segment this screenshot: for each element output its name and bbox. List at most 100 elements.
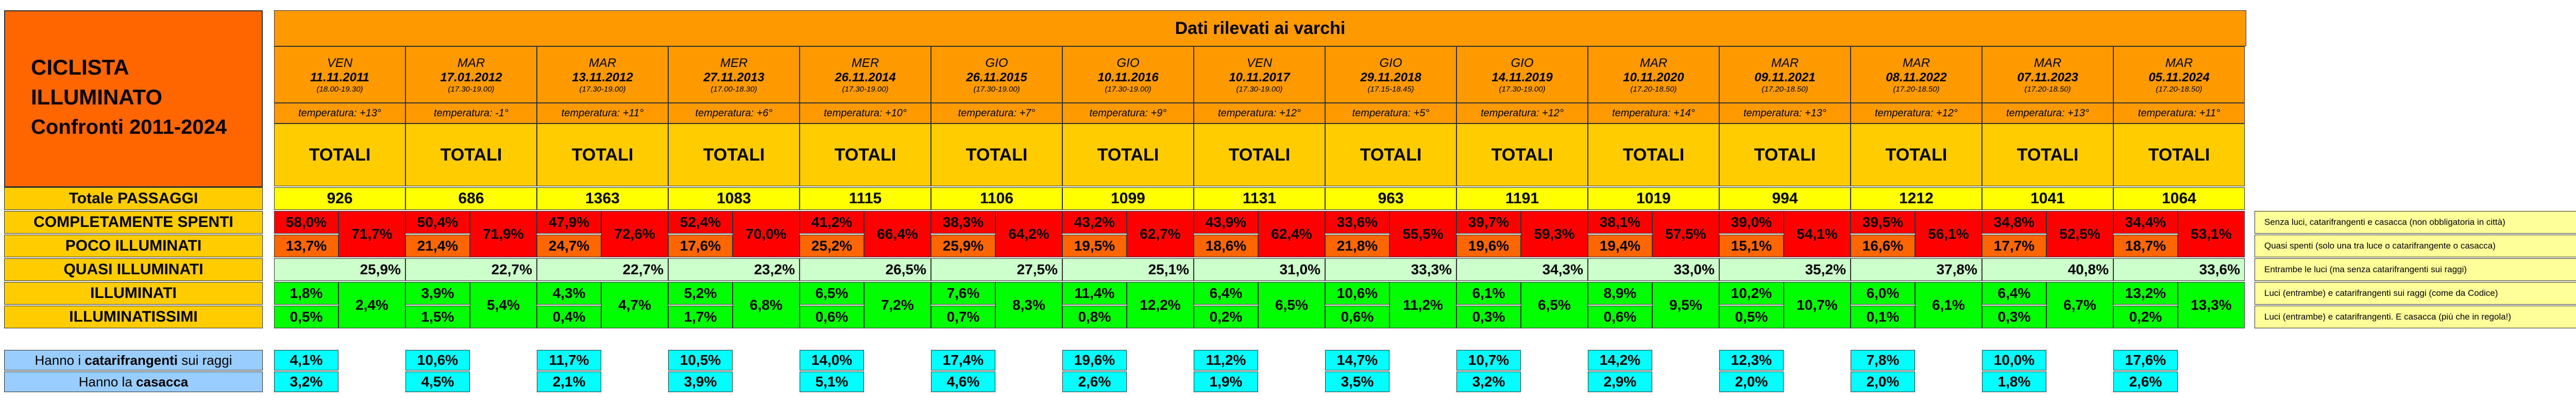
poco-cell: 13,7% (274, 235, 338, 257)
quasi-cell: 22,7% (405, 258, 537, 281)
sum-spenti-poco-cell: 72,6% (601, 211, 668, 257)
note-quasi: Entrambe le luci (ma senza catarifrangen… (2255, 258, 2576, 281)
sum-spenti-poco-cell: 57,5% (1652, 211, 1719, 257)
date-date: 10.11.2016 (1097, 70, 1159, 84)
catarifrangenti-cell: 10,0% (1982, 350, 2046, 370)
poco-cell: 21,8% (1325, 235, 1389, 257)
illuminati-cell: 10,2% (1719, 282, 1784, 305)
sum-illuminati-cell: 4,7% (601, 282, 668, 328)
temperature-cell: temperatura: +12° (1194, 103, 1325, 123)
temperature-cell: temperatura: +12° (1851, 103, 1982, 123)
poco-cell: 21,4% (405, 235, 470, 257)
date-day: VEN (1246, 56, 1273, 70)
casacca-cell: 2,6% (2113, 372, 2178, 392)
casacca-cell: 2,6% (1062, 372, 1127, 392)
date-day: MAR (1771, 56, 1799, 70)
poco-cell: 16,6% (1851, 235, 1915, 257)
poco-cell: 18,6% (1194, 235, 1258, 257)
sum-spenti-poco-cell: 64,2% (995, 211, 1062, 257)
date-hours: (17.30-19.00) (973, 84, 1020, 94)
poco-cell: 17,7% (1982, 235, 2046, 257)
quasi-cell: 25,1% (1062, 258, 1194, 281)
date-day: GIO (1511, 56, 1534, 70)
illuminatissimi-cell: 0,1% (1851, 306, 1915, 328)
illuminati-cell: 6,1% (1456, 282, 1521, 305)
date-date: 05.11.2024 (2148, 70, 2210, 84)
illuminati-cell: 4,3% (537, 282, 601, 305)
date-hours: (17.20-18.50) (2024, 84, 2071, 94)
catarifrangenti-cell: 12,3% (1719, 350, 1784, 370)
quasi-cell: 35,2% (1719, 258, 1851, 281)
casacca-cell: 2,1% (537, 372, 601, 392)
poco-cell: 18,7% (2113, 235, 2178, 257)
date-day: MAR (1639, 56, 1668, 70)
date-cell: MAR 17.01.2012 (17.30-19.00) (405, 46, 537, 103)
catarifrangenti-cell: 14,2% (1588, 350, 1652, 370)
passaggi-cell: 1019 (1588, 187, 1719, 210)
totali-cell: TOTALI (1982, 123, 2113, 186)
illuminatissimi-cell: 0,8% (1062, 306, 1127, 328)
totali-cell: TOTALI (1719, 123, 1851, 186)
totali-cell: TOTALI (1325, 123, 1456, 186)
title-box: CICLISTA ILLUMINATO Confronti 2011-2024 (4, 10, 263, 187)
date-hours: (17.30-19.00) (1236, 84, 1283, 94)
date-date: 26.11.2015 (966, 70, 1027, 84)
passaggi-cell: 926 (274, 187, 405, 210)
date-hours: (17.30-19.00) (1105, 84, 1151, 94)
date-cell: VEN 11.11.2011 (18.00-19.30) (274, 46, 405, 103)
spenti-cell: 34,4% (2113, 211, 2178, 234)
passaggi-cell: 1099 (1062, 187, 1194, 210)
poco-cell: 24,7% (537, 235, 601, 257)
illuminati-cell: 5,2% (668, 282, 733, 305)
temperature-cell: temperatura: +13° (274, 103, 405, 123)
quasi-cell: 22,7% (537, 258, 668, 281)
sum-illuminati-cell: 11,2% (1389, 282, 1456, 328)
illuminatissimi-cell: 0,4% (537, 306, 601, 328)
illuminati-cell: 10,6% (1325, 282, 1389, 305)
sum-spenti-poco-cell: 54,1% (1784, 211, 1851, 257)
illuminatissimi-cell: 0,3% (1982, 306, 2046, 328)
passaggi-cell: 1191 (1456, 187, 1588, 210)
totali-cell: TOTALI (1456, 123, 1588, 186)
sum-illuminati-cell: 9,5% (1652, 282, 1719, 328)
passaggi-cell: 686 (405, 187, 537, 210)
date-date: 17.01.2012 (440, 70, 502, 84)
sum-spenti-poco-cell: 70,0% (733, 211, 800, 257)
casacca-cell: 5,1% (800, 372, 864, 392)
passaggi-cell: 1363 (537, 187, 668, 210)
spenti-cell: 33,6% (1325, 211, 1389, 234)
date-hours: (17.15-18.45) (1367, 84, 1414, 94)
spenti-cell: 38,3% (931, 211, 995, 234)
label-poco: POCO ILLUMINATI (4, 235, 263, 257)
date-cell: MAR 10.11.2020 (17.20-18.50) (1588, 46, 1719, 103)
spenti-cell: 38,1% (1588, 211, 1652, 234)
spenti-cell: 41,2% (800, 211, 864, 234)
catarifrangenti-cell: 19,6% (1062, 350, 1127, 370)
label-casacca: Hanno la casacca (4, 372, 263, 392)
header-title: Dati rilevati ai varchi (274, 10, 2246, 46)
quasi-cell: 23,2% (668, 258, 800, 281)
totali-cell: TOTALI (1194, 123, 1325, 186)
title-line-2: ILLUMINATO (31, 85, 163, 109)
illuminatissimi-cell: 0,3% (1456, 306, 1521, 328)
catarifrangenti-cell: 10,6% (405, 350, 470, 370)
illuminatissimi-cell: 0,7% (931, 306, 995, 328)
cat-bold: catarifrangenti (84, 352, 178, 368)
sum-illuminati-cell: 2,4% (338, 282, 405, 328)
passaggi-cell: 1064 (2113, 187, 2245, 210)
passaggi-cell: 963 (1325, 187, 1456, 210)
date-hours: (17.20-18.50) (1630, 84, 1677, 94)
illuminati-cell: 7,6% (931, 282, 995, 305)
temperature-cell: temperatura: +9° (1062, 103, 1194, 123)
date-date: 26.11.2014 (835, 70, 896, 84)
illuminati-cell: 6,5% (800, 282, 864, 305)
illuminati-cell: 6,4% (1982, 282, 2046, 305)
sum-spenti-poco-cell: 66,4% (864, 211, 931, 257)
date-cell: MAR 05.11.2024 (17.20-18.50) (2113, 46, 2245, 103)
passaggi-cell: 994 (1719, 187, 1851, 210)
casacca-cell: 4,5% (405, 372, 470, 392)
label-catarifrangenti: Hanno i catarifrangenti sui raggi (4, 350, 263, 370)
illuminatissimi-cell: 0,2% (1194, 306, 1258, 328)
catarifrangenti-cell: 7,8% (1851, 350, 1915, 370)
temperature-cell: temperatura: +5° (1325, 103, 1456, 123)
